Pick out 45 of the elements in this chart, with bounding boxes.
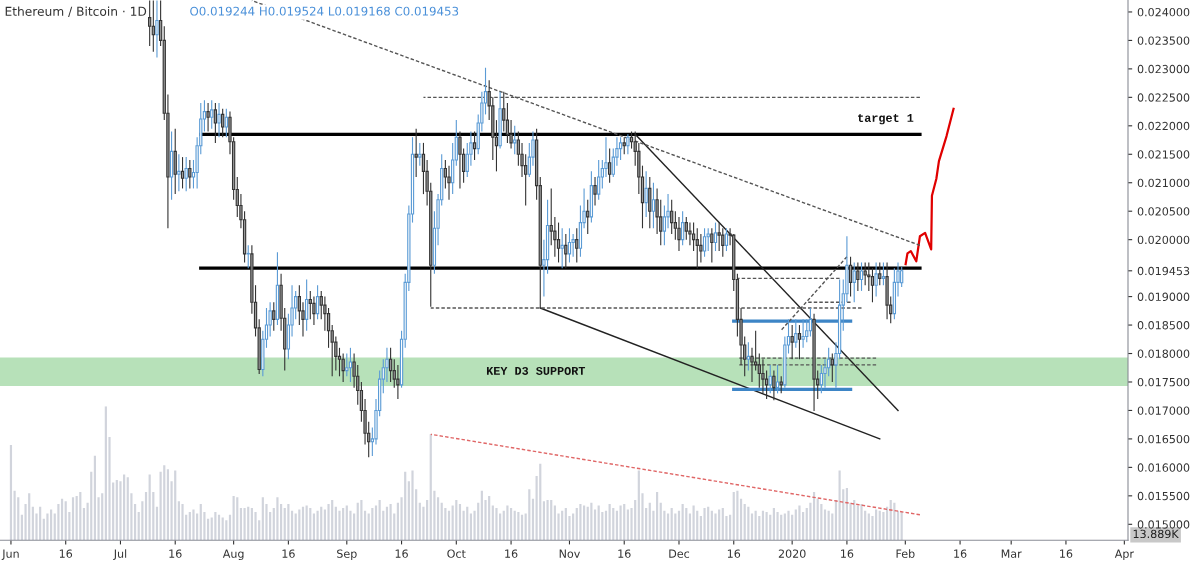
chart-title: Ethereum / Bitcoin · 1D [5,6,147,17]
x-tick-label: 16 [59,549,73,558]
band-label: KEY D3 SUPPORT [486,366,586,375]
x-tick-label: 16 [1060,549,1073,558]
x-tick-label: 16 [954,549,967,558]
y-tick-label: 0.023000 [1137,64,1190,74]
x-tick-label: 2020 [778,549,806,558]
y-tick-label: 0.021500 [1137,150,1190,159]
y-tick-label: 0.016500 [1137,434,1190,444]
text: 13.889K [1133,529,1179,539]
annotation: O0.019244 H0.019524 L0.019168 C0.019453 [190,6,459,16]
y-tick-label: 0.015000 [1137,520,1190,529]
x-tick-label: Nov [559,549,580,558]
x-tick-label: Aug [222,549,244,561]
y-tick-label: 0.018500 [1137,321,1190,330]
x-tick-label: Dec [669,549,690,558]
x-tick-label: 16 [395,549,408,558]
x-tick-label: Jul [113,549,127,560]
x-tick-label: Mar [1001,549,1022,558]
y-tick-label: 0.017500 [1137,377,1190,387]
x-tick-label: 16 [282,549,295,558]
y-tick-label: 0.021000 [1137,178,1190,188]
x-tick-label: 16 [618,549,631,558]
y-tick-label: 0.018000 [1137,349,1190,358]
x-tick-label: Feb [896,549,915,558]
y-tick-label: 0.017000 [1137,406,1190,415]
y-tick-label: 0.020000 [1137,235,1190,245]
y-tick-label: 0.022500 [1137,93,1190,102]
x-tick-label: 16 [169,549,182,558]
x-tick-label: Jun [1,549,19,560]
y-tick-label: 0.022000 [1137,121,1190,131]
y-tick-label: 0.016000 [1137,463,1190,472]
y-tick-label: 0.024000 [1137,7,1190,17]
annotation: target 1 [858,113,914,125]
x-tick-label: Apr [1114,549,1134,561]
y-tick-label: 0.019453 [1137,266,1190,276]
x-tick-label: 16 [727,549,741,558]
y-tick-label: 0.023500 [1137,36,1190,45]
x-tick-label: Oct [447,549,466,558]
y-tick-label: 0.019000 [1137,292,1190,301]
y-tick-label: 0.020500 [1137,207,1190,216]
x-tick-label: Sep [337,549,357,561]
y-tick-label: 0.015500 [1137,491,1190,501]
x-tick-label: 16 [841,549,854,558]
x-tick-label: 16 [505,549,518,558]
